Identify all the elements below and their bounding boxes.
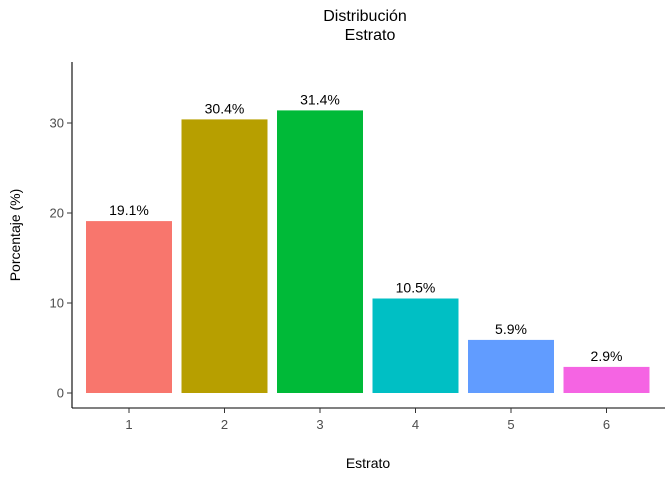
bar-6 — [563, 366, 650, 393]
y-axis-label: Porcentaje (%) — [7, 189, 23, 282]
x-axis-label: Estrato — [346, 455, 391, 471]
data-label-3: 31.4% — [300, 91, 340, 107]
x-ticks-group: 1 2 3 4 5 6 — [125, 408, 610, 432]
bar-1 — [86, 221, 172, 393]
x-tick-label-6: 6 — [603, 417, 610, 432]
y-tick-label-0: 0 — [57, 386, 64, 401]
bar-2 — [181, 119, 268, 394]
data-labels-group: 19.1% 30.4% 31.4% 10.5% 5.9% 2.9% — [109, 91, 623, 364]
chart-title: Distribución Estrato — [323, 8, 407, 44]
data-label-1: 19.1% — [109, 202, 149, 218]
data-label-6: 2.9% — [591, 348, 623, 364]
chart-title-line-2: Estrato — [345, 27, 396, 44]
y-tick-label-30: 30 — [50, 116, 64, 131]
bar-3 — [277, 110, 363, 394]
x-tick-label-4: 4 — [412, 417, 419, 432]
data-label-2: 30.4% — [205, 100, 245, 116]
bar-4 — [372, 298, 459, 393]
y-ticks-group: 0 10 20 30 — [50, 116, 72, 401]
x-tick-label-1: 1 — [125, 417, 132, 432]
data-label-5: 5.9% — [495, 321, 527, 337]
y-tick-label-20: 20 — [50, 206, 64, 221]
x-tick-label-3: 3 — [316, 417, 323, 432]
y-tick-label-10: 10 — [50, 296, 64, 311]
chart-title-line-1: Distribución — [323, 8, 407, 25]
bar-5 — [468, 339, 554, 393]
x-tick-label-2: 2 — [221, 417, 228, 432]
bars-group — [86, 110, 650, 394]
data-label-4: 10.5% — [396, 280, 436, 296]
x-tick-label-5: 5 — [507, 417, 514, 432]
